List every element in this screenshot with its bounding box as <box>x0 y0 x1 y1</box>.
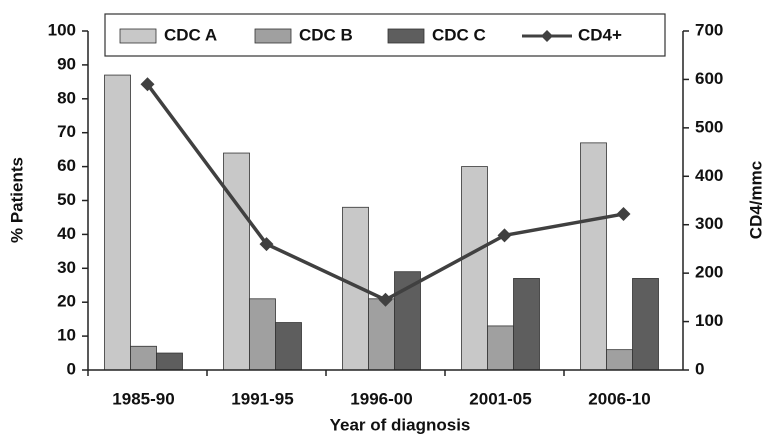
legend-label: CDC A <box>164 25 217 44</box>
legend-swatch <box>254 28 292 44</box>
legend-label: CDC B <box>299 25 353 44</box>
y2-tick-label: 0 <box>695 359 704 378</box>
x-tick-label: 2006-10 <box>588 389 650 408</box>
y-tick-label: 90 <box>57 54 76 73</box>
x-tick-label: 1985-90 <box>112 389 174 408</box>
bar <box>104 74 131 371</box>
legend-marker <box>541 30 553 42</box>
bar <box>606 349 633 371</box>
bar <box>368 298 395 371</box>
marker <box>140 77 155 92</box>
marker <box>616 207 631 222</box>
bar <box>632 278 659 371</box>
y2-tick-label: 700 <box>695 20 723 39</box>
y2-tick-label: 100 <box>695 311 723 330</box>
legend-label: CD4+ <box>578 25 622 44</box>
legend-swatch <box>119 28 157 44</box>
y2-tick-label: 600 <box>695 69 723 88</box>
bar <box>580 142 607 371</box>
bar <box>487 325 514 371</box>
bar <box>156 352 183 371</box>
y2-tick-label: 500 <box>695 117 723 136</box>
y2-tick-label: 300 <box>695 214 723 233</box>
y-tick-label: 100 <box>48 20 76 39</box>
legend-label: CDC C <box>432 25 486 44</box>
line <box>146 83 624 302</box>
bar <box>223 152 250 371</box>
marker <box>378 292 393 307</box>
y-tick-label: 20 <box>57 292 76 311</box>
legend-swatch <box>387 28 425 44</box>
bar <box>513 278 540 371</box>
y2-tick-label: 400 <box>695 166 723 185</box>
bar <box>275 322 302 371</box>
y-tick-label: 70 <box>57 122 76 141</box>
x-tick-label: 1991-95 <box>231 389 293 408</box>
bar <box>130 345 157 371</box>
y-axis-title: % Patients <box>7 157 26 243</box>
y-tick-label: 30 <box>57 258 76 277</box>
y2-axis-title: CD4/mmc <box>746 161 765 239</box>
x-axis-title: Year of diagnosis <box>330 415 471 434</box>
marker <box>497 228 512 243</box>
x-tick-label: 2001-05 <box>469 389 531 408</box>
bar <box>461 166 488 371</box>
y-tick-label: 60 <box>57 156 76 175</box>
y-tick-label: 50 <box>57 190 76 209</box>
y-tick-label: 40 <box>57 224 76 243</box>
x-tick-label: 1996-00 <box>350 389 412 408</box>
y2-tick-label: 200 <box>695 263 723 282</box>
marker <box>259 237 274 252</box>
y-tick-label: 10 <box>57 326 76 345</box>
y-tick-label: 80 <box>57 88 76 107</box>
y-tick-label: 0 <box>67 359 76 378</box>
bar <box>249 298 276 371</box>
